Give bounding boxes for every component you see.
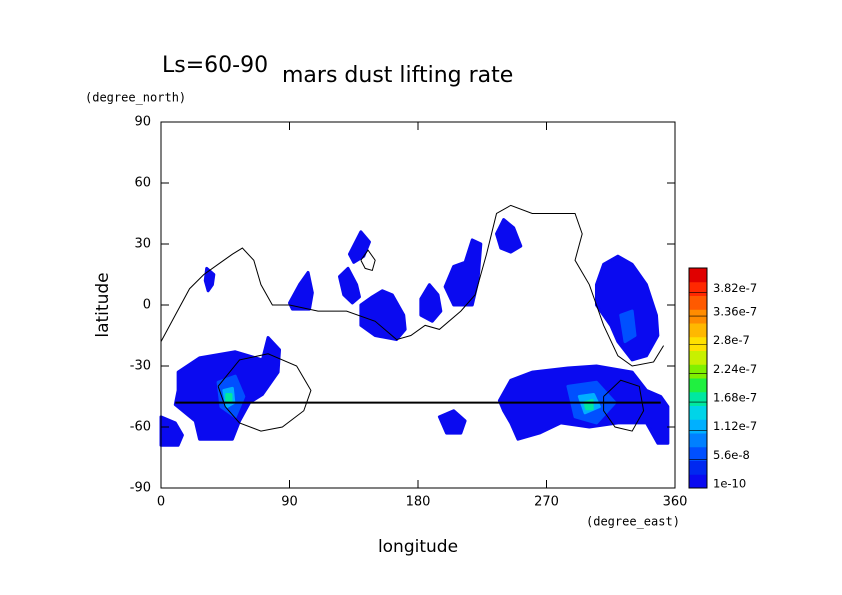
y-tick-label: -90 bbox=[130, 481, 151, 496]
colorbar-band bbox=[689, 323, 707, 338]
annotation: Ls=60-90 bbox=[162, 53, 268, 78]
colorbar-band bbox=[689, 446, 707, 461]
dust-region bbox=[437, 409, 467, 435]
colorbar-band bbox=[689, 460, 707, 475]
x-tick-label: 0 bbox=[157, 495, 165, 510]
chart-title: mars dust lifting rate bbox=[282, 63, 513, 88]
dust-region bbox=[347, 230, 371, 264]
colorbar-band bbox=[689, 433, 707, 448]
colorbar-band bbox=[689, 419, 707, 434]
axes: 0 90 180 270 360 -90 -60 -30 0 30 60 90 1e-10 5.6e-8 1… bbox=[130, 115, 757, 510]
regions bbox=[159, 218, 670, 447]
x-unit: (degree_east) bbox=[586, 515, 680, 529]
y-unit: (degree_north) bbox=[85, 91, 186, 105]
dust-region bbox=[225, 392, 233, 403]
colorbar-band bbox=[689, 391, 707, 406]
contour-lines bbox=[160, 204, 665, 432]
colorbar-band bbox=[689, 364, 707, 379]
colorbar-band bbox=[689, 281, 707, 296]
dust-region bbox=[443, 238, 483, 307]
y-tick-label: -30 bbox=[130, 359, 151, 374]
topography-contour bbox=[603, 379, 645, 432]
colorbar-band bbox=[689, 268, 707, 283]
y-axis-label: latitude bbox=[93, 272, 113, 337]
colorbar-tick-label: 2.8e-7 bbox=[713, 333, 750, 347]
x-axis-label: longitude bbox=[378, 537, 458, 557]
colorbar-tick-label: 2.24e-7 bbox=[713, 362, 757, 376]
colorbar-band bbox=[689, 350, 707, 365]
dust-region bbox=[337, 266, 361, 305]
colorbar-tick-label: 1e-10 bbox=[713, 476, 746, 490]
topography-contour bbox=[360, 249, 376, 272]
colorbar-band bbox=[689, 405, 707, 420]
dust-region bbox=[594, 254, 660, 362]
colorbar-band bbox=[689, 336, 707, 351]
dust-region bbox=[359, 289, 407, 342]
x-tick-label: 360 bbox=[663, 495, 688, 510]
colorbar-band bbox=[689, 378, 707, 393]
dust-region bbox=[203, 266, 216, 293]
x-tick-label: 90 bbox=[281, 495, 298, 510]
dust-region bbox=[619, 309, 637, 344]
colorbar-band bbox=[689, 474, 707, 489]
y-tick-label: 0 bbox=[143, 298, 151, 313]
colorbar-tick-label: 3.36e-7 bbox=[713, 305, 757, 319]
dust-region bbox=[288, 270, 314, 311]
y-tick-label: 30 bbox=[134, 237, 151, 252]
colorbar-tick-label: 1.68e-7 bbox=[713, 391, 757, 405]
colorbar-tick-label: 1.12e-7 bbox=[713, 419, 757, 433]
colorbar-band bbox=[689, 295, 707, 310]
topography-contour bbox=[160, 204, 665, 367]
colorbar-tick-label: 3.82e-7 bbox=[713, 281, 757, 295]
dust-region bbox=[159, 415, 184, 447]
y-tick-label: -60 bbox=[130, 420, 151, 435]
topography-contour bbox=[217, 353, 312, 432]
x-tick-label: 270 bbox=[534, 495, 559, 510]
dust-region bbox=[419, 283, 443, 323]
y-tick-label: 90 bbox=[134, 115, 151, 130]
dust-region bbox=[495, 218, 523, 254]
y-tick-label: 60 bbox=[134, 176, 151, 191]
x-tick-label: 180 bbox=[406, 495, 431, 510]
colorbar-tick-label: 5.6e-8 bbox=[713, 448, 750, 462]
